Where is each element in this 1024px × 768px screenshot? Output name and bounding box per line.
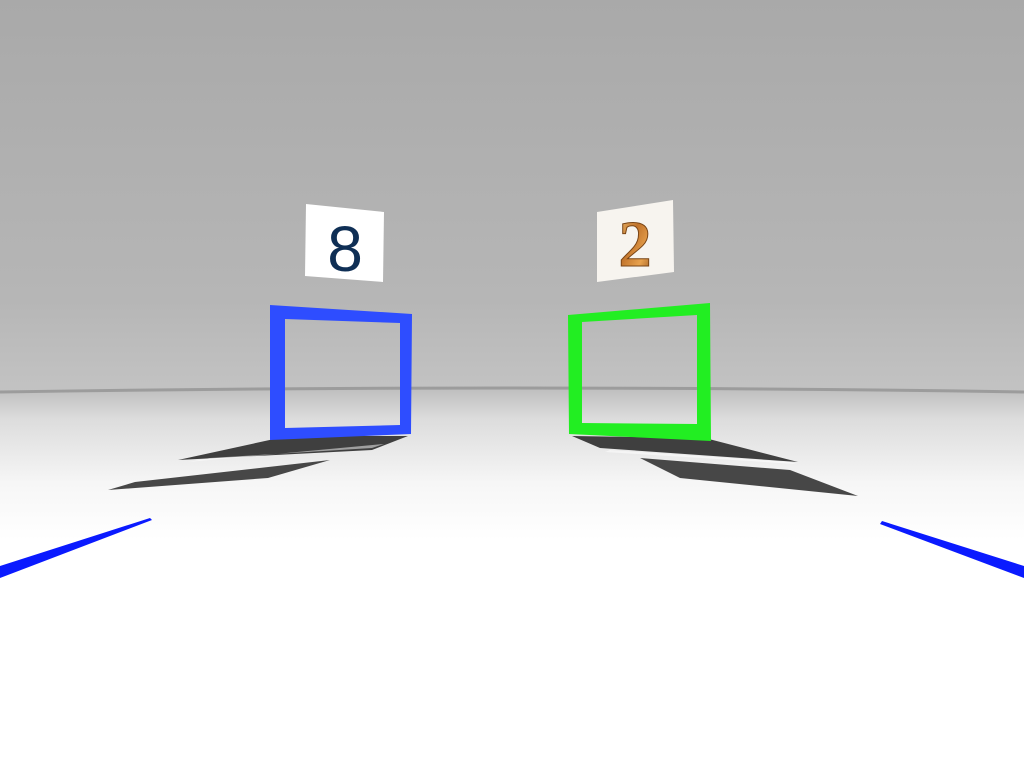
- arena-floor: [0, 388, 1024, 768]
- arena-wall: [0, 0, 1024, 400]
- right-goal-shadow: [572, 436, 858, 496]
- left-sign-panel: [305, 204, 384, 282]
- left-goal-sign: 8: [305, 204, 384, 285]
- horizon-line: [0, 386, 1024, 394]
- right-goal[interactable]: [568, 303, 711, 441]
- left-sign-number: 8: [327, 213, 363, 285]
- right-sign-panel: [597, 200, 674, 282]
- right-sign-number: 2: [619, 208, 652, 281]
- right-goal-sign: 2: [597, 200, 674, 282]
- left-goal[interactable]: [270, 305, 412, 440]
- right-goal-frame[interactable]: [568, 303, 711, 441]
- left-goal-shadow: [108, 436, 408, 490]
- left-lane-marker: [0, 518, 152, 578]
- right-lane-marker: [880, 521, 1024, 578]
- left-goal-frame[interactable]: [270, 305, 412, 440]
